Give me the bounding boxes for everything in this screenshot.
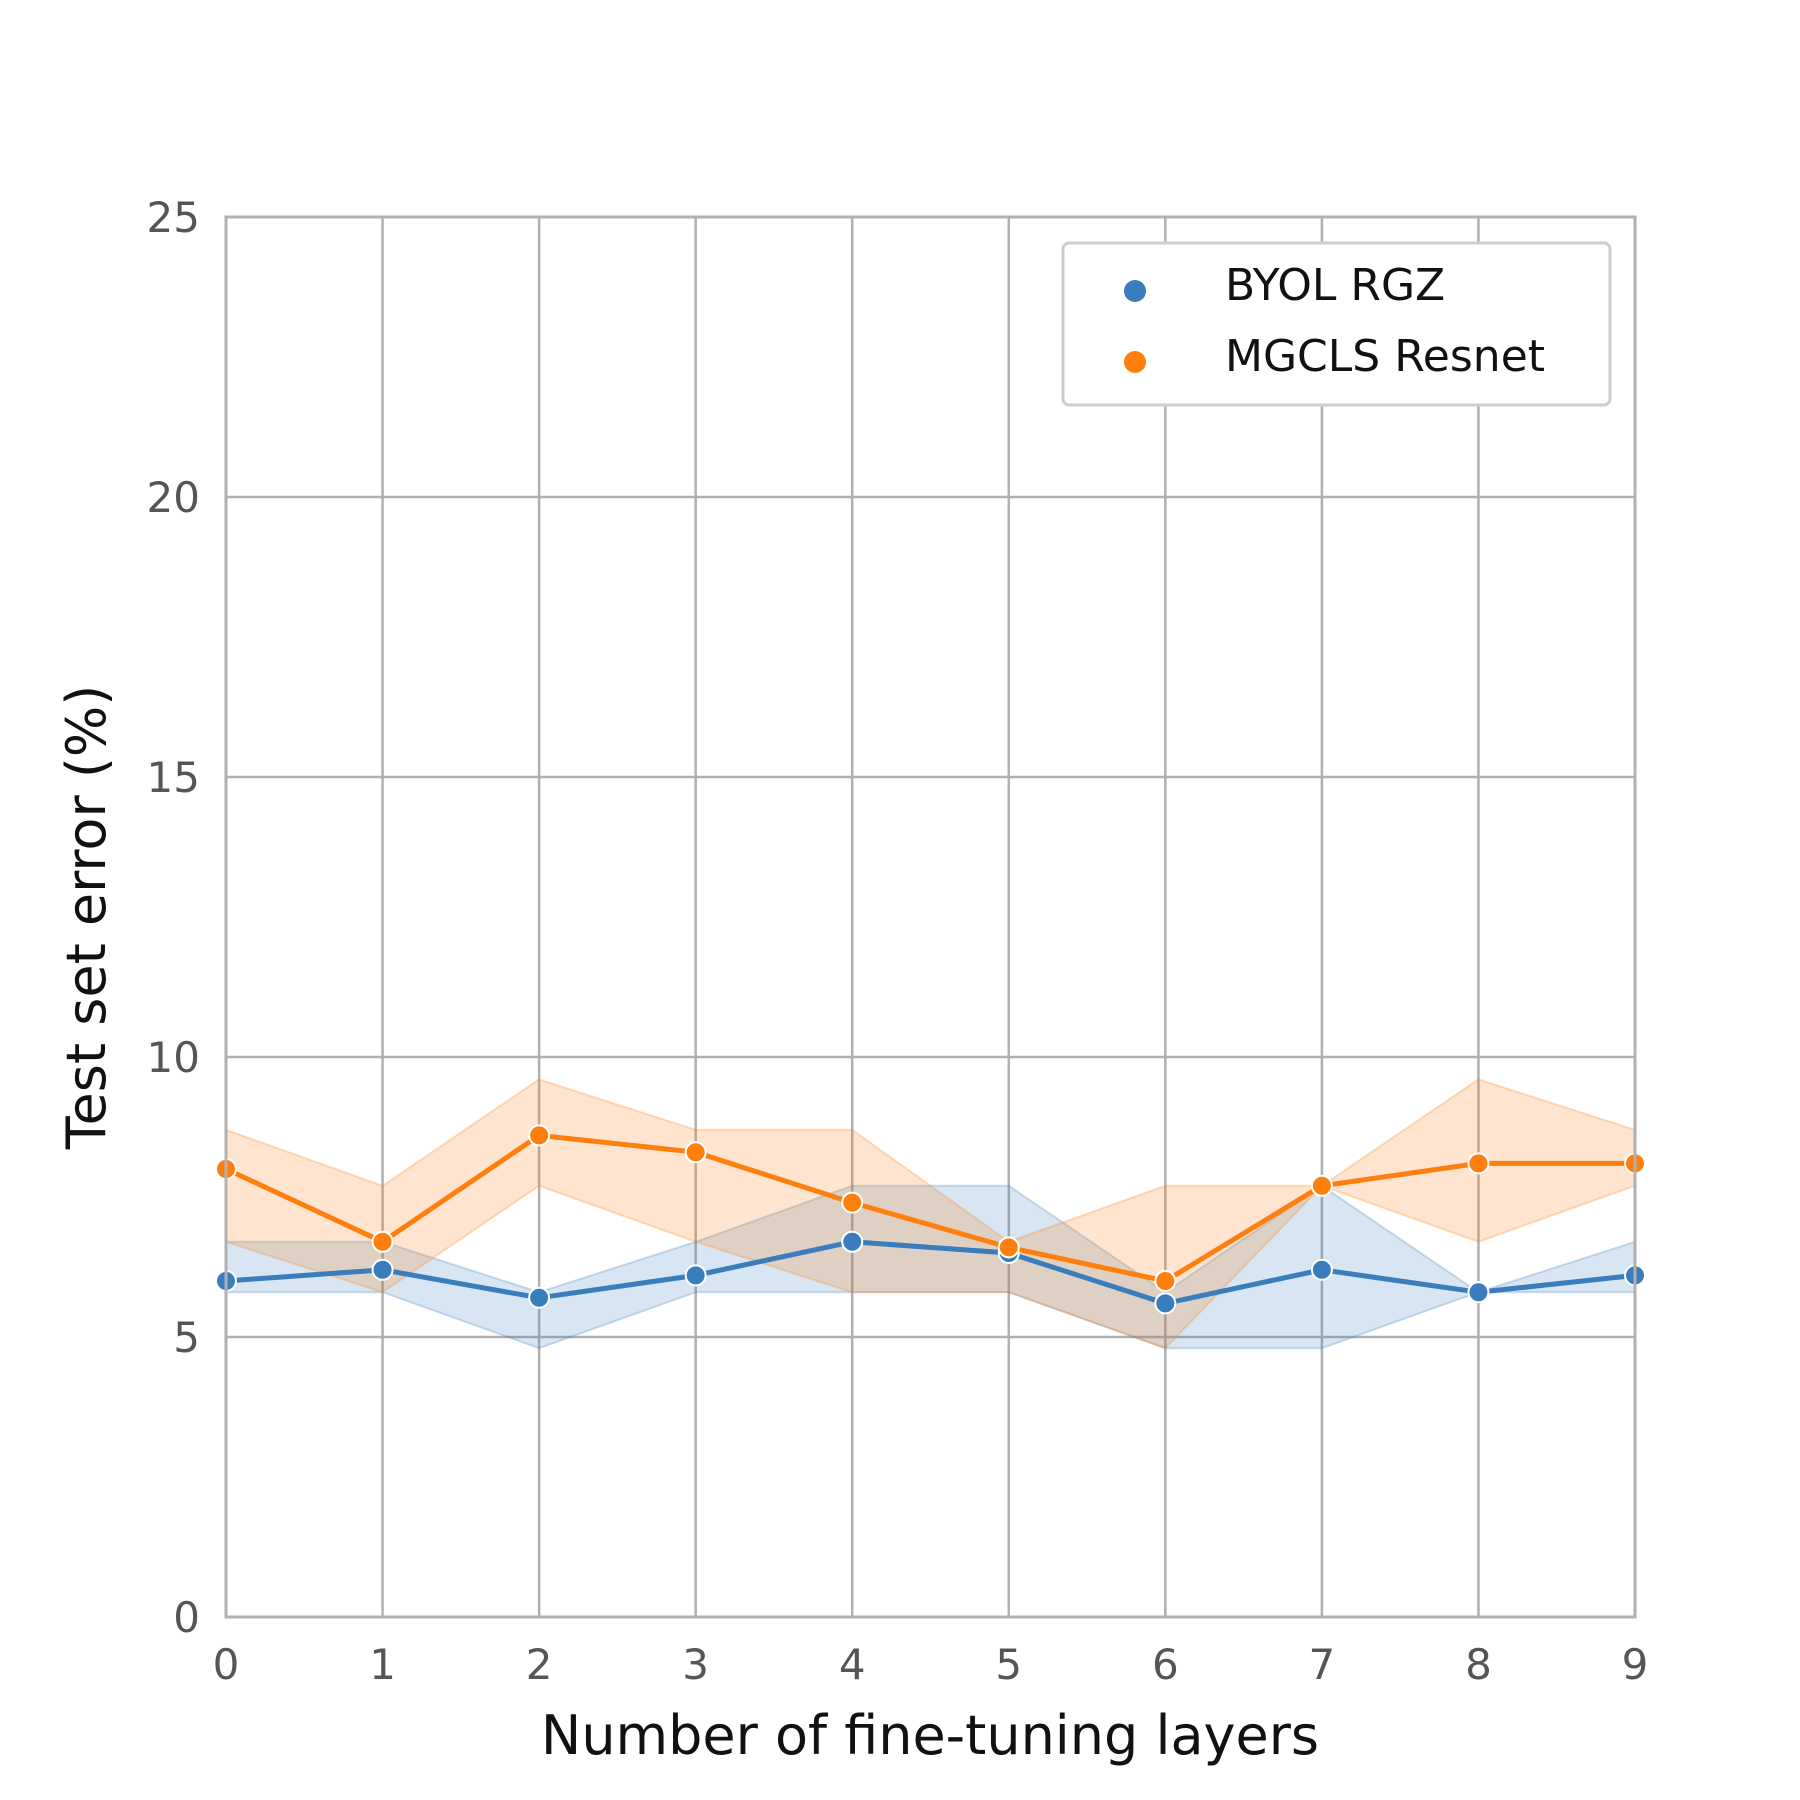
y-axis-label: Test set error (%) [55, 685, 118, 1151]
y-tick-label: 20 [147, 473, 200, 522]
legend-box [1061, 241, 1612, 407]
y-tick-label: 0 [173, 1593, 200, 1642]
y-tick-label: 10 [147, 1033, 200, 1082]
point-mgcls-resnet [684, 1141, 707, 1164]
line-mgcls-resnet [224, 1132, 1635, 1284]
point-byol-rgz [684, 1264, 707, 1287]
x-tick-label: 2 [526, 1640, 553, 1689]
point-byol-rgz [841, 1230, 864, 1253]
point-byol-rgz [371, 1258, 394, 1281]
y-tick-label: 25 [147, 193, 200, 242]
x-tick-label: 9 [1622, 1640, 1649, 1689]
x-tick-label: 6 [1152, 1640, 1179, 1689]
series-lines [224, 1132, 1636, 1306]
x-axis-label: Number of fine-tuning layers [541, 1704, 1319, 1767]
x-tick-label: 4 [839, 1640, 866, 1689]
plot-background [226, 217, 1635, 1617]
point-mgcls-resnet [371, 1230, 394, 1253]
x-tick-label: 7 [1309, 1640, 1336, 1689]
point-mgcls-resnet [841, 1191, 864, 1214]
point-mgcls-resnet [528, 1124, 551, 1147]
point-byol-rgz [1310, 1258, 1333, 1281]
point-mgcls-resnet [997, 1236, 1020, 1259]
plot-frame [224, 215, 1637, 1619]
legend-label-byol-rgz: BYOL RGZ [1225, 260, 1445, 311]
x-tick-label: 3 [682, 1640, 709, 1689]
point-byol-rgz [1467, 1281, 1490, 1304]
point-byol-rgz [528, 1286, 551, 1309]
point-mgcls-resnet [1467, 1152, 1490, 1175]
legend-marker-mgcls-resnet [1124, 351, 1146, 373]
x-tick-label: 8 [1465, 1640, 1492, 1689]
x-tick-label: 1 [369, 1640, 396, 1689]
series-points [215, 1124, 1646, 1315]
legend: BYOL RGZ MGCLS Resnet [1061, 241, 1612, 407]
y-tick-label: 15 [147, 753, 200, 802]
x-tick-label: 0 [213, 1640, 240, 1689]
y-tick-label: 5 [173, 1313, 200, 1362]
point-mgcls-resnet [1310, 1174, 1333, 1197]
point-byol-rgz [1154, 1292, 1177, 1315]
legend-marker-byol-rgz [1124, 280, 1146, 302]
legend-label-mgcls-resnet: MGCLS Resnet [1225, 331, 1545, 382]
point-mgcls-resnet [1154, 1270, 1177, 1292]
x-tick-label: 5 [995, 1640, 1022, 1689]
line-byol-rgz [225, 1239, 1636, 1306]
y-tick-labels: 0 5 10 15 20 25 [147, 193, 200, 1642]
x-tick-labels: 0 1 2 3 4 5 6 7 8 9 [213, 1640, 1649, 1689]
